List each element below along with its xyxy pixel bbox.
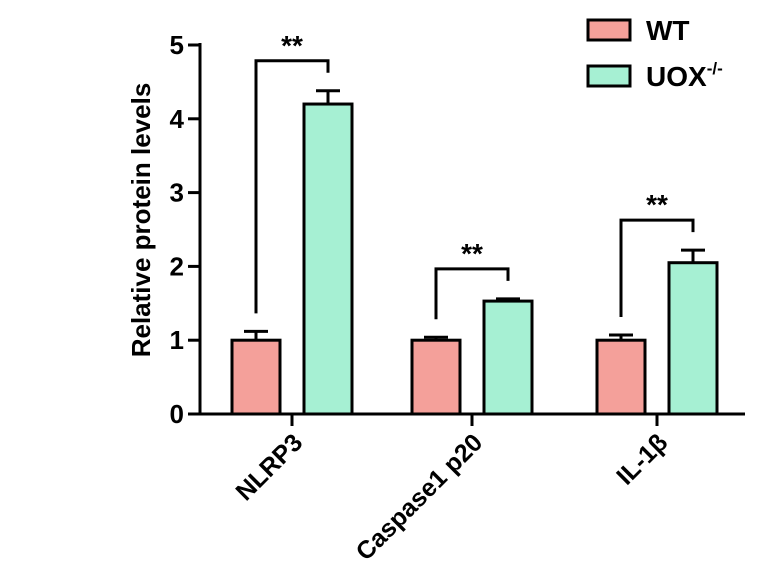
significance-bracket (434, 267, 510, 320)
x-tick-label: IL-1β (611, 428, 673, 490)
y-tick-label: 3 (170, 178, 184, 208)
y-tick-label: 1 (170, 325, 184, 355)
labels: Relative protein levels ** NLRP3 ** Caspase1… (126, 30, 673, 566)
bar-uox-1 (482, 299, 534, 416)
bar-uox-2 (667, 261, 719, 416)
bar-wt-1 (410, 338, 462, 416)
x-tick-label: NLRP3 (230, 428, 308, 506)
legend-swatch-uox (586, 64, 632, 88)
y-tick-label: 4 (170, 104, 185, 134)
significance-label: ** (461, 238, 483, 269)
y-tick-label: 0 (170, 399, 184, 429)
legend: WT UOX-/- (586, 15, 723, 92)
significance-label: ** (281, 30, 303, 61)
significance-bracket (619, 218, 695, 318)
bar-wt-0 (230, 338, 282, 416)
x-tick-label: Caspase1 p20 (351, 428, 489, 566)
legend-swatch-wt (586, 18, 632, 42)
bar-wt-2 (595, 338, 647, 416)
bar-uox-0 (302, 102, 354, 416)
axes: 0 1 2 3 4 5 (170, 30, 745, 429)
significance-bracket (254, 59, 330, 314)
y-tick-label: 2 (170, 251, 184, 281)
significance-label: ** (646, 189, 668, 220)
legend-label-wt: WT (646, 15, 690, 46)
legend-superscript: -/- (707, 59, 723, 78)
y-axis-label: Relative protein levels (126, 83, 156, 358)
bars (230, 59, 719, 416)
legend-label-uox: UOX-/- (646, 59, 723, 92)
y-tick-label: 5 (170, 30, 184, 60)
